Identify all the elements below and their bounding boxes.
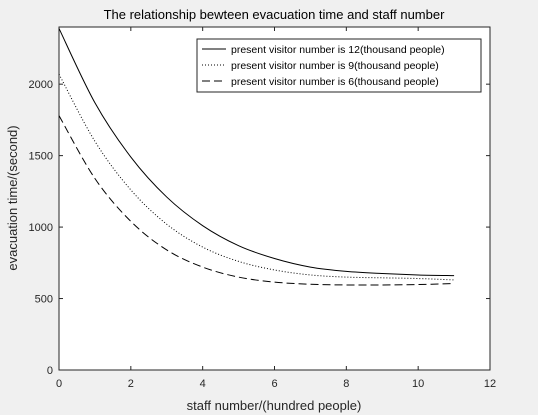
y-tick-label: 0 [47,365,53,377]
y-tick-label: 1000 [29,222,53,234]
x-tick-label: 8 [343,378,349,390]
chart-title: The relationship bewteen evacuation time… [104,7,446,22]
x-tick-label: 4 [200,378,206,390]
x-axis-label: staff number/(hundred people) [187,398,362,413]
series-line-2 [58,73,455,281]
legend-label-3: present visitor number is 6(thousand peo… [231,76,439,88]
legend-box [196,38,482,93]
y-tick-label: 2000 [29,79,53,91]
x-tick-label: 12 [484,378,496,390]
legend-label-1: present visitor number is 12(thousand pe… [231,44,445,56]
series-lines [58,28,455,286]
y-tick-label: 1500 [29,151,53,163]
x-tick-label: 10 [412,378,424,390]
y-axis-label: evacuation time/(second) [5,125,20,270]
axis-ticks: 0 2 4 6 8 10 12 0 500 1000 1500 2000 [29,27,496,390]
legend-label-2: present visitor number is 9(thousand peo… [231,60,439,72]
series-line-3 [58,115,455,286]
legend: present visitor number is 12(thousand pe… [196,38,482,93]
y-tick-label: 500 [35,294,53,306]
x-tick-label: 2 [128,378,134,390]
x-tick-label: 6 [271,378,277,390]
series-line-1 [58,28,455,277]
x-tick-label: 0 [56,378,62,390]
